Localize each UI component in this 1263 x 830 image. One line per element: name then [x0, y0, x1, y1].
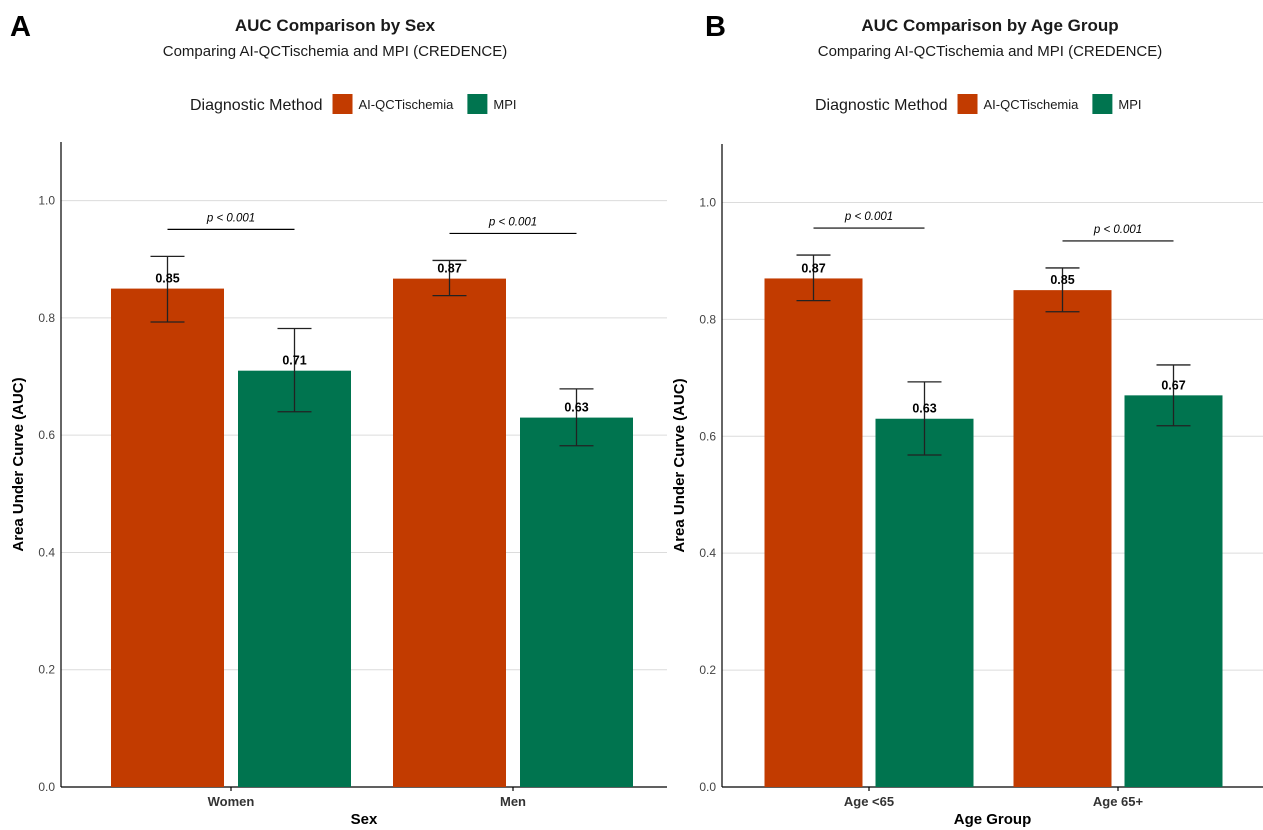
chart-subtitle: Comparing AI-QCTischemia and MPI (CREDEN…: [818, 43, 1163, 60]
x-axis-title: Sex: [351, 811, 378, 828]
chart-title: AUC Comparison by Sex: [235, 16, 436, 35]
x-tick-label: Men: [500, 794, 526, 809]
legend: Diagnostic Method AI-QCTischemia MPI: [815, 94, 1142, 114]
bar: [875, 418, 974, 787]
bar: [1013, 290, 1112, 787]
y-axis-title: Area Under Curve (AUC): [10, 377, 27, 551]
data-label: 0.85: [155, 272, 179, 286]
y-tick-label: 0.6: [38, 428, 55, 442]
y-tick-label: 0.0: [699, 780, 716, 794]
x-axis-title: Age Group: [954, 811, 1032, 828]
p-value-annotation: p < 0.001: [1093, 224, 1142, 236]
p-value-annotation: p < 0.001: [844, 211, 893, 223]
error-bar: [559, 388, 594, 447]
error-bar: [1045, 267, 1080, 313]
legend-label-0: AI-QCTischemia: [984, 97, 1080, 112]
chart-title: AUC Comparison by Age Group: [861, 16, 1118, 35]
data-label: 0.63: [564, 401, 588, 415]
bar: [764, 278, 863, 787]
legend-title: Diagnostic Method: [815, 97, 948, 114]
y-tick-label: 0.4: [699, 546, 716, 560]
panel-b: B AUC Comparison by Age Group Comparing AI…: [671, 11, 1263, 828]
y-tick-label: 0.4: [38, 545, 55, 559]
y-tick-label: 0.8: [699, 312, 716, 326]
legend-swatch-1: [1092, 94, 1113, 114]
data-label: 0.71: [282, 354, 306, 368]
bar: [238, 370, 351, 787]
legend-title: Diagnostic Method: [190, 97, 323, 114]
error-bar: [1156, 364, 1191, 427]
p-value-annotation: p < 0.001: [488, 216, 537, 228]
error-bar: [432, 259, 467, 297]
legend-label-1: MPI: [493, 97, 516, 112]
legend-label-1: MPI: [1118, 97, 1141, 112]
legend-swatch-0: [957, 94, 978, 114]
p-value-annotation: p < 0.001: [206, 212, 255, 224]
y-tick-label: 0.8: [38, 311, 55, 325]
y-tick-label: 0.2: [699, 663, 716, 677]
data-label: 0.85: [1050, 273, 1074, 287]
legend-swatch-0: [332, 94, 353, 114]
y-tick-label: 1.0: [699, 195, 716, 209]
error-bar: [277, 327, 312, 413]
error-bar: [796, 254, 831, 302]
chart-subtitle: Comparing AI-QCTischemia and MPI (CREDEN…: [163, 43, 508, 60]
x-tick-label: Age 65+: [1093, 794, 1144, 809]
panel-letter: B: [705, 11, 726, 43]
bar: [1124, 395, 1223, 787]
x-tick-label: Women: [208, 794, 255, 809]
y-axis-title: Area Under Curve (AUC): [671, 378, 688, 552]
y-tick-label: 1.0: [38, 194, 55, 208]
x-tick-label: Age <65: [844, 794, 894, 809]
panel-a: A AUC Comparison by Sex Comparing AI-QCTis…: [10, 11, 667, 828]
legend-swatch-1: [467, 94, 488, 114]
data-label: 0.67: [1161, 378, 1185, 392]
bar: [520, 417, 633, 787]
y-tick-label: 0.0: [38, 780, 55, 794]
error-bar: [150, 255, 185, 323]
data-label: 0.63: [912, 402, 936, 416]
data-label: 0.87: [437, 262, 461, 276]
panel-letter: A: [10, 11, 31, 43]
y-tick-label: 0.2: [38, 663, 55, 677]
y-tick-label: 0.6: [699, 429, 716, 443]
data-label: 0.87: [801, 261, 825, 275]
error-bar: [907, 381, 942, 456]
bar: [393, 278, 506, 787]
bar: [111, 288, 224, 787]
legend-label-0: AI-QCTischemia: [359, 97, 455, 112]
legend: Diagnostic Method AI-QCTischemia MPI: [190, 94, 517, 114]
